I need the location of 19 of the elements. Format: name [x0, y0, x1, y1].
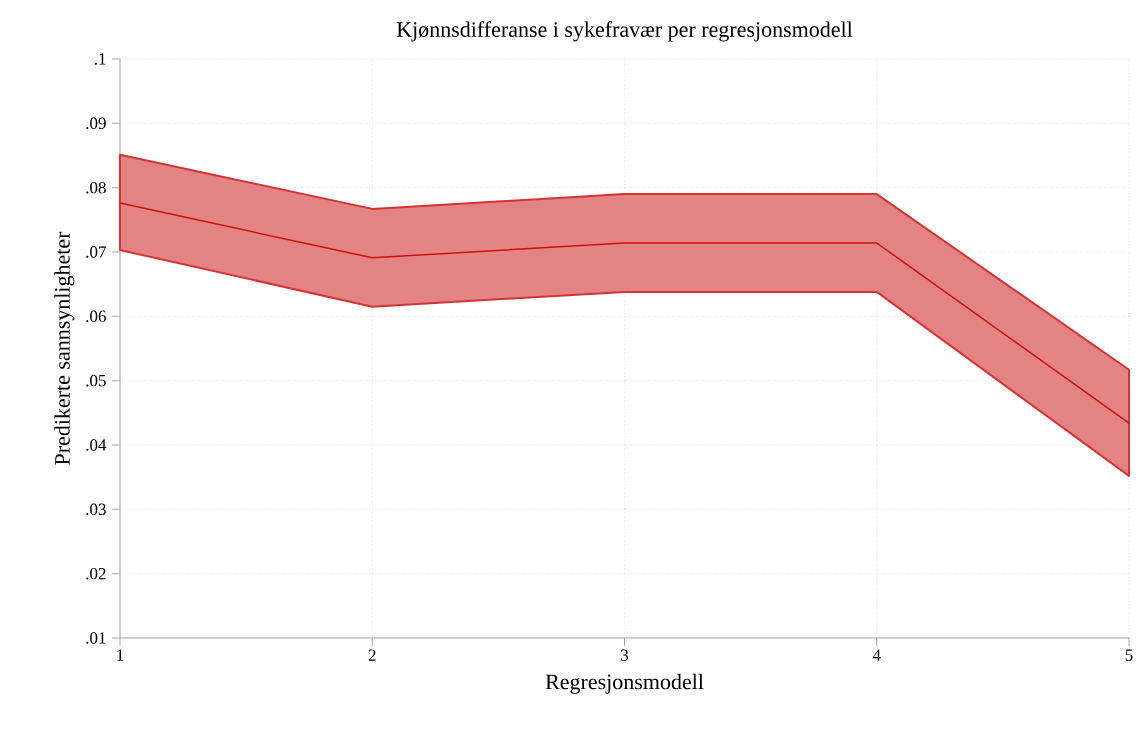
x-tick-label: 5: [1125, 649, 1133, 661]
chart-title: Kjønnsdifferanse i sykefravær per regresjonsmodell: [396, 21, 853, 42]
x-tick-label: 3: [621, 649, 629, 661]
y-tick-label: .07: [86, 246, 106, 258]
x-tick-label: 2: [368, 649, 376, 661]
y-tick-label: .06: [86, 310, 106, 323]
line-series: [119, 202, 1130, 424]
y-tick-label: .02: [86, 567, 106, 580]
y-tick-label: .03: [86, 503, 106, 516]
x-tick-label: 4: [872, 649, 881, 661]
y-tick-label: .04: [86, 439, 107, 451]
y-tick-label: .1: [94, 53, 106, 65]
x-tick-label: 1: [117, 649, 124, 661]
x-axis-title: Regresjonsmodell: [545, 673, 704, 694]
y-tick-label: .05: [86, 374, 106, 387]
y-tick-label: .01: [86, 632, 106, 644]
y-axis-title: Predikerte sannsynligheter: [54, 231, 75, 465]
y-tick-label: .08: [86, 181, 106, 194]
y-tick-label: .09: [86, 117, 106, 130]
